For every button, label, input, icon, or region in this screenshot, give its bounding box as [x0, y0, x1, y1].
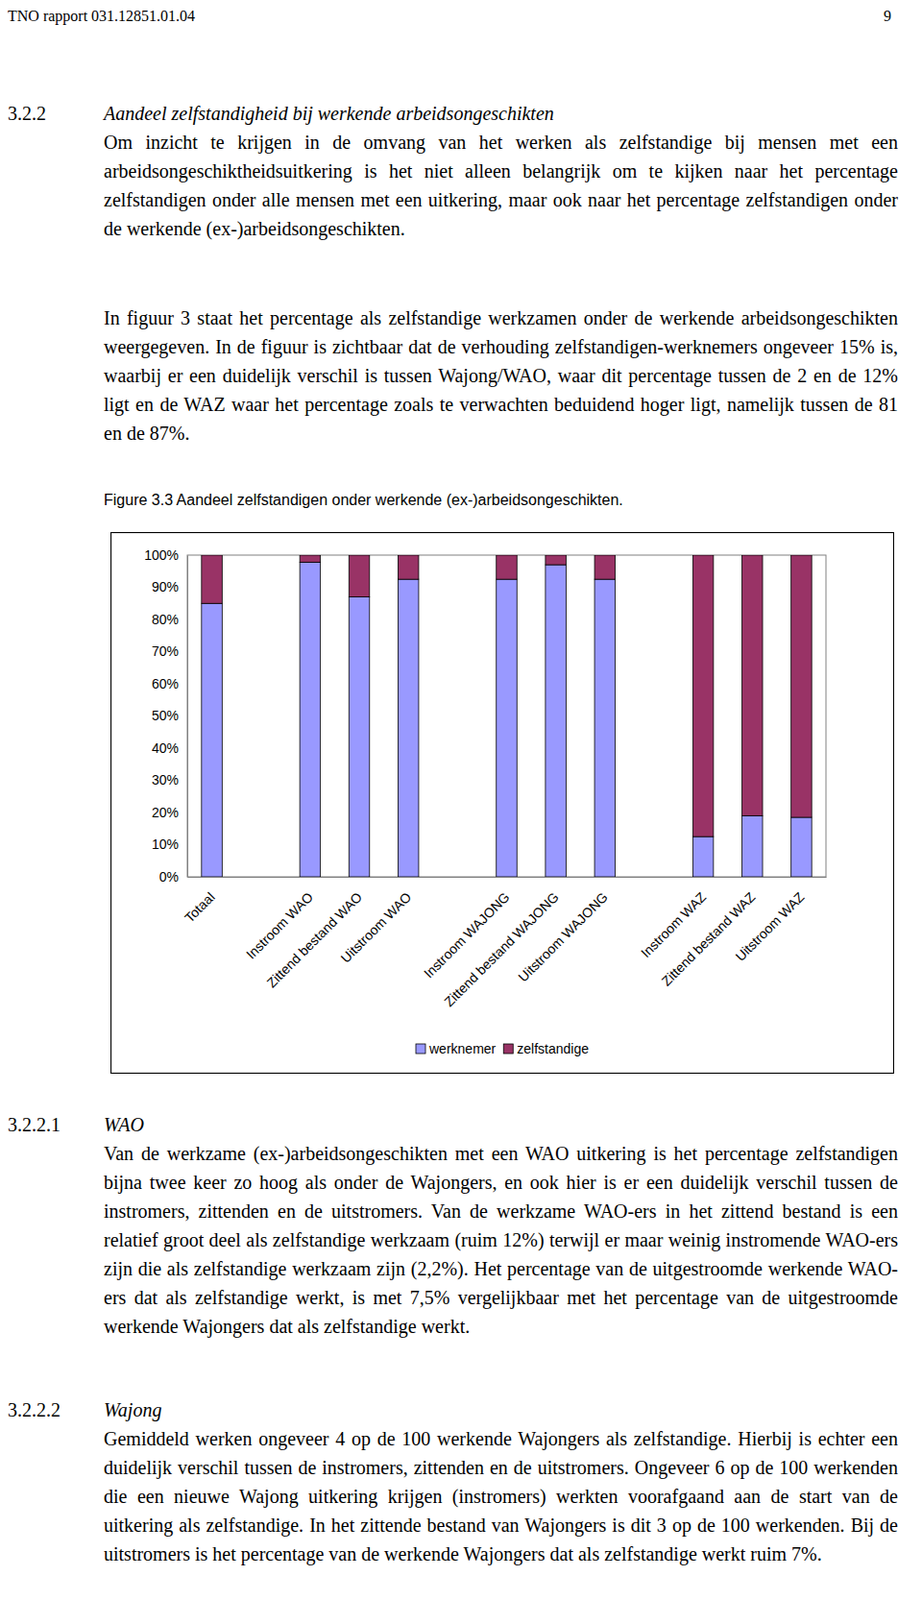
- y-tick-label: 70%: [151, 643, 179, 659]
- bar-segment: [692, 836, 713, 877]
- subsection-title: WAO: [103, 1110, 898, 1140]
- bar-segment: [299, 555, 320, 562]
- y-tick: 90%: [151, 579, 188, 595]
- bar-segment: [791, 817, 812, 877]
- x-tick: Totaal: [181, 876, 219, 926]
- plot-frame: [187, 555, 826, 877]
- y-tick-label: 60%: [151, 676, 179, 692]
- bar-segment: [201, 603, 222, 877]
- x-tick-label: Uitstroom WAO: [338, 889, 415, 967]
- bar-segment: [348, 555, 369, 598]
- x-tick-label: Uitstroom WAZ: [731, 888, 807, 964]
- bar-segment: [594, 555, 615, 580]
- bar-segment: [742, 555, 763, 816]
- bar-segment: [545, 555, 566, 565]
- page-number: 9: [883, 1, 892, 31]
- y-tick-label: 100%: [144, 547, 179, 563]
- legend-label: zelfstandige: [516, 1041, 589, 1057]
- paragraph: In figuur 3 staat het percentage als zel…: [103, 303, 898, 448]
- x-tick: Zittend bestand WAJONG: [440, 876, 561, 1010]
- y-tick-label: 30%: [151, 772, 179, 788]
- section-title: Aandeel zelfstandigheid bij werkende arb…: [103, 98, 898, 128]
- y-tick: 80%: [151, 611, 188, 628]
- y-axis: 0% 10% 20% 30% 40% 50% 60% 70% 80% 90% 100%: [144, 547, 188, 885]
- x-tick-label: Totaal: [181, 889, 219, 926]
- bar-segment: [299, 561, 320, 877]
- bars: [201, 555, 812, 877]
- paragraph: Gemiddeld werken ongeveer 4 op de 100 we…: [103, 1424, 898, 1569]
- y-tick: 0%: [159, 869, 188, 885]
- y-tick: 100%: [144, 547, 188, 563]
- y-tick-label: 40%: [151, 740, 179, 756]
- legend: werknemer zelfstandige: [415, 1041, 589, 1057]
- section-number: 3.2.2: [7, 98, 47, 128]
- x-tick-label: Zittend bestand WAZ: [657, 888, 758, 989]
- figure-caption: Figure 3.3 Aandeel zelfstandigen onder w…: [103, 491, 624, 510]
- y-tick: 50%: [151, 707, 188, 724]
- bar-segment: [496, 579, 517, 877]
- y-tick: 20%: [151, 804, 188, 821]
- bar-segment: [397, 555, 418, 580]
- y-tick-label: 80%: [151, 611, 179, 628]
- y-tick-label: 50%: [151, 707, 179, 724]
- x-tick: Zittend bestand WAO: [264, 876, 366, 991]
- report-id: TNO rapport 031.12851.01.04: [7, 1, 195, 31]
- y-axis-line: [187, 556, 189, 878]
- x-tick-label: Uitstroom WAJONG: [514, 889, 611, 986]
- y-tick: 10%: [151, 836, 188, 852]
- y-tick: 30%: [151, 772, 188, 788]
- subsection-title: Wajong: [103, 1395, 898, 1425]
- legend-swatch: [503, 1043, 513, 1054]
- paragraph: Om inzicht te krijgen in de omvang van h…: [103, 127, 898, 243]
- y-tick: 40%: [151, 740, 188, 756]
- x-axis-line: [188, 876, 827, 878]
- legend-label: werknemer: [428, 1041, 497, 1057]
- chart-border: [111, 533, 895, 1074]
- subsection-number: 3.2.2.2: [7, 1395, 61, 1425]
- paragraph: Van de werkzame (ex-)arbeidsongeschikten…: [103, 1139, 898, 1341]
- bar-segment: [348, 597, 369, 877]
- bar-segment: [692, 555, 713, 837]
- bar-segment: [496, 555, 517, 580]
- bar-segment: [201, 555, 222, 604]
- x-tick: Zittend bestand WAZ: [657, 876, 758, 990]
- x-axis: TotaalInstroom WAOZittend bestand WAOUit…: [181, 876, 827, 1010]
- bar-segment: [397, 579, 418, 877]
- y-tick-label: 10%: [151, 836, 179, 852]
- bar-segment: [594, 579, 615, 877]
- y-tick-label: 90%: [151, 579, 179, 595]
- x-tick: Uitstroom WAZ: [731, 876, 807, 965]
- subsection-number: 3.2.2.1: [7, 1110, 61, 1140]
- x-tick: Uitstroom WAJONG: [514, 876, 611, 985]
- bar-segment: [791, 555, 812, 818]
- y-tick: 60%: [151, 676, 188, 692]
- y-tick: 70%: [151, 643, 188, 659]
- x-tick: Instroom WAJONG: [420, 876, 513, 981]
- y-tick-label: 20%: [151, 804, 179, 821]
- x-tick-label: Instroom WAJONG: [420, 889, 513, 982]
- bar-segment: [545, 564, 566, 877]
- x-tick-label: Zittend bestand WAO: [264, 889, 366, 992]
- bar-segment: [742, 815, 763, 877]
- chart: 0%10%20%30%40%50%60%70%80%90%100%TotaalI…: [110, 532, 895, 1074]
- y-tick-label: 0%: [159, 869, 179, 885]
- x-tick: Uitstroom WAO: [338, 876, 415, 967]
- legend-swatch: [415, 1043, 426, 1054]
